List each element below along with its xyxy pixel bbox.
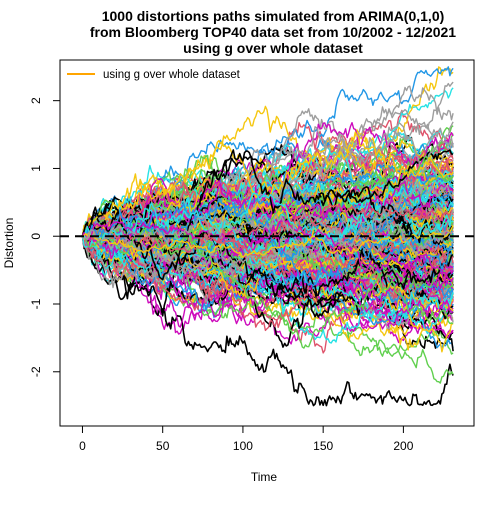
x-axis: 0 50 100 150 200 [79,425,414,453]
legend-label: using g over whole dataset [103,69,241,81]
distortion-path [81,220,454,300]
distortion-path [81,230,454,321]
distortion-path [82,226,454,302]
distortion-path [81,235,454,311]
x-axis-label: Time [251,470,278,484]
legend: using g over whole dataset [67,69,241,81]
paths-layer [81,66,454,407]
distortion-path [81,228,454,349]
distortion-path [81,235,454,407]
distortion-path [81,209,454,256]
distortion-path [82,188,454,261]
y-axis: -2 -1 0 1 2 [29,97,61,377]
distortion-path [82,225,454,258]
y-tick-label: -1 [29,298,43,309]
distortion-path [81,220,454,282]
distortion-path [81,202,454,258]
chart-title-line-3: using g over whole dataset [183,40,363,56]
y-tick-label: 0 [29,233,43,240]
chart-title-line-2: from Bloomberg TOP40 data set from 10/20… [90,24,456,40]
distortion-path [81,187,454,266]
distortion-path [81,149,454,281]
distortion-path [82,188,454,263]
y-tick-label: 1 [29,165,43,172]
distortion-path [81,122,454,289]
distortion-path [81,184,454,311]
y-tick-label: 2 [29,97,43,104]
x-tick-label: 100 [233,439,253,453]
chart-title-line-1: 1000 distortions paths simulated from AR… [102,8,445,24]
x-tick-label: 0 [79,439,86,453]
x-tick-label: 50 [156,439,170,453]
y-axis-label: Distortion [2,218,16,269]
x-tick-label: 150 [313,439,333,453]
x-tick-label: 200 [393,439,413,453]
y-tick-label: -2 [29,366,43,377]
